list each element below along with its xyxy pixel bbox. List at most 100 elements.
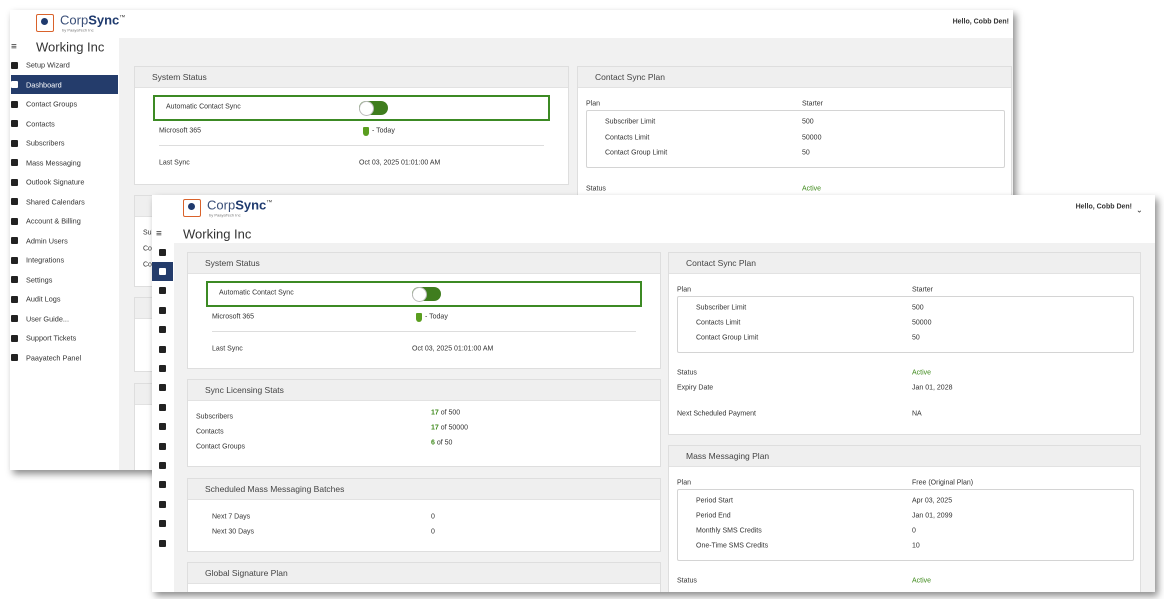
menu-item[interactable]: Integrations	[26, 255, 65, 265]
panel-header	[669, 446, 1140, 467]
value: 50	[802, 149, 810, 157]
toggle-knob	[412, 287, 427, 302]
panel-header	[135, 67, 568, 88]
menu-icon[interactable]	[159, 364, 166, 372]
label: Microsoft 365	[212, 313, 255, 321]
label: Last Sync	[159, 159, 190, 167]
menu-item[interactable]: Support Tickets	[26, 333, 77, 343]
menu-icon[interactable]	[159, 384, 166, 392]
panel-title: Scheduled Mass Messaging Batches	[205, 484, 345, 494]
count: 6	[431, 439, 435, 447]
label: Plan	[677, 479, 692, 487]
value: 50000	[912, 319, 932, 327]
menu-item[interactable]: Shared Calendars	[26, 197, 85, 206]
menu-icon[interactable]	[159, 248, 166, 256]
system-status-panel: System Status Automatic Contact Sync ON Mic…	[134, 66, 569, 185]
tagline: by PaayaTech Inc	[62, 27, 94, 33]
sync-stats-panel: Sync Licensing Stats Subscribers 17 of 500…	[187, 379, 661, 467]
menu-item[interactable]: Subscribers	[26, 138, 65, 148]
menu-item[interactable]: Dashboard	[26, 80, 62, 89]
menu-icon[interactable]	[159, 326, 166, 334]
label: Expiry Date	[677, 384, 714, 392]
hamburger[interactable]: ≡	[11, 41, 17, 53]
label: Status	[677, 369, 697, 377]
panel-title: Global Signature Plan	[205, 568, 288, 578]
menu-item[interactable]: Contact Groups	[26, 99, 78, 109]
menu-item[interactable]: Setup Wizard	[26, 60, 70, 70]
value: Apr 03, 2025	[912, 497, 953, 505]
value: Oct 03, 2025 01:01:00 AM	[359, 159, 441, 167]
menu-icon[interactable]	[159, 267, 166, 275]
menu-icon[interactable]	[159, 520, 166, 528]
value: 17 of 500	[431, 410, 460, 417]
toggle-knob	[359, 101, 374, 116]
label: Subscribers	[196, 413, 233, 421]
menu-item[interactable]: Account & Billing	[26, 216, 81, 226]
menu-icon[interactable]	[159, 403, 166, 411]
panel-header	[188, 563, 660, 584]
menu-icon[interactable]	[159, 287, 166, 295]
menu-icon[interactable]	[159, 423, 166, 431]
menu-icon[interactable]	[159, 500, 166, 508]
panel-title: Contact Sync Plan	[595, 72, 665, 82]
menu-item[interactable]: Settings	[26, 275, 53, 284]
label: Contact Group Limit	[696, 334, 759, 342]
label: Plan	[677, 286, 692, 294]
separator	[212, 331, 636, 332]
panel-title: Mass Messaging Plan	[686, 451, 770, 461]
menu-icon	[11, 61, 18, 69]
limits-box	[677, 489, 1134, 561]
menu-item[interactable]: Paayatech Panel	[26, 353, 82, 362]
panel-title: Sync Licensing Stats	[205, 385, 284, 395]
value: Free (Original Plan)	[912, 479, 974, 487]
label: Contact Groups	[196, 443, 246, 451]
panel-title: System Status	[152, 72, 207, 82]
label: Microsoft 365	[159, 127, 202, 135]
trademark: ™	[119, 15, 126, 22]
toggle[interactable]: ON	[412, 287, 441, 302]
menu-icon[interactable]	[159, 481, 166, 489]
menu-icon[interactable]	[159, 345, 166, 353]
label: Next 30 Days	[212, 528, 255, 536]
value: Jan 01, 2099	[912, 512, 953, 520]
toggle[interactable]: ON	[359, 101, 388, 116]
label: Monthly SMS Credits	[696, 527, 762, 535]
value: 0	[431, 513, 435, 521]
separator	[159, 145, 544, 146]
menu-icon	[11, 81, 18, 88]
panel-header	[188, 479, 660, 500]
chevron[interactable]: ⌄	[1136, 205, 1143, 215]
brand-suffix: Sync	[88, 12, 120, 28]
menu-icon[interactable]	[159, 461, 166, 469]
greeting[interactable]: Hello, Cobb Den!	[952, 18, 1009, 26]
value: 500	[912, 304, 924, 312]
menu-icon[interactable]	[159, 442, 166, 450]
menu-item[interactable]: Outlook Signature	[26, 177, 85, 187]
value: 6 of 50	[431, 440, 452, 447]
menu-icon	[11, 237, 18, 244]
brand: CorpSync™	[207, 198, 272, 213]
menu-item[interactable]: Admin Users	[26, 236, 68, 245]
menu-item[interactable]: Mass Messaging	[26, 158, 81, 167]
menu-item[interactable]: User Guide...	[26, 314, 69, 323]
value: 17 of 50000	[431, 425, 468, 432]
value: 50000	[802, 134, 822, 141]
menu-icon	[11, 120, 18, 127]
hamburger[interactable]: ≡	[156, 228, 162, 240]
label: Subscriber Limit	[696, 304, 747, 312]
plug-icon	[363, 127, 369, 136]
highlight-box	[153, 95, 550, 121]
menu-icon[interactable]	[159, 539, 166, 547]
menu-icon	[11, 100, 18, 108]
menu-icon[interactable]	[159, 306, 166, 314]
menu-item[interactable]: Contacts	[26, 119, 55, 128]
label: Period Start	[696, 497, 733, 505]
greeting[interactable]: Hello, Cobb Den!	[1075, 203, 1132, 211]
count: 17	[431, 424, 439, 432]
label: Contact Group Limit	[605, 149, 668, 157]
menu-icon	[11, 217, 18, 225]
value: 10	[912, 542, 920, 550]
value: Active	[802, 185, 822, 193]
label: Period End	[696, 512, 731, 520]
menu-item[interactable]: Audit Logs	[26, 294, 61, 304]
